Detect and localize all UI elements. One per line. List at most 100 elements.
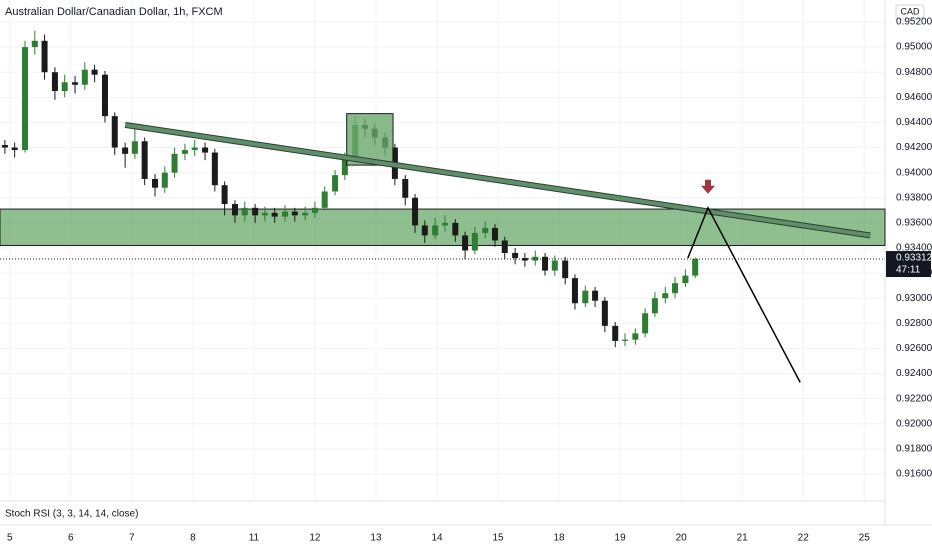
candle-body (91, 69, 98, 75)
candle-body (672, 283, 679, 294)
candle-body (211, 152, 218, 186)
y-tick-label: 0.92600 (896, 343, 932, 354)
candle-body (31, 40, 38, 48)
candle-body (261, 212, 268, 216)
y-tick-label: 0.93000 (896, 293, 932, 304)
candle-body (692, 259, 699, 276)
currency-box (895, 4, 925, 20)
candle-body (221, 185, 228, 205)
candle-body (682, 275, 689, 284)
candle-body (662, 293, 669, 299)
candle-body (101, 74, 108, 117)
candle-body (311, 207, 318, 213)
trendline (124, 122, 871, 238)
x-tick-label: 5 (7, 533, 13, 544)
plot (0, 0, 886, 500)
projection (687, 206, 801, 383)
y-tick-label: 0.94800 (896, 67, 932, 78)
candle-body (1, 145, 8, 148)
x-tick-label: 22 (798, 533, 810, 544)
zone (0, 208, 886, 246)
x-tick-label: 19 (615, 533, 627, 544)
candle-body (271, 212, 278, 217)
candle-body (341, 157, 348, 176)
y-tick-label: 0.91800 (896, 444, 932, 455)
x-tick-label: 13 (370, 533, 382, 544)
candle-body (241, 207, 248, 216)
chart-title: Australian Dollar/Canadian Dollar, 1h, F… (5, 6, 223, 18)
candle-body (252, 207, 259, 216)
x-tick-label: 6 (68, 533, 74, 544)
candle-body (72, 82, 79, 85)
x-tick-label: 11 (249, 533, 260, 544)
candle-body (491, 227, 498, 241)
x-tick-label: 20 (676, 533, 688, 544)
y-tick-label: 0.92400 (896, 368, 932, 379)
candle-body (111, 116, 118, 148)
candle-body (291, 211, 298, 216)
candle-body (191, 147, 198, 151)
candle-body (81, 69, 88, 85)
candle-body (642, 313, 649, 334)
candle-body (22, 47, 29, 151)
candle-body (412, 197, 419, 226)
x-tick-label: 21 (737, 533, 749, 544)
candle-body (161, 172, 168, 188)
x-tick-label: 18 (554, 533, 566, 544)
candle-body (282, 211, 289, 217)
x-tick-label: 7 (129, 533, 135, 544)
candle-body (202, 147, 209, 153)
candle-body (592, 290, 599, 301)
last-price-box (886, 251, 931, 278)
candle-body (482, 227, 489, 233)
y-tick-label: 0.94000 (896, 167, 932, 178)
candle-body (532, 256, 539, 261)
candle-body (332, 175, 339, 192)
candle-body (51, 72, 58, 92)
candle-body (551, 260, 558, 271)
candle-body (432, 225, 439, 236)
candle-body (302, 212, 309, 216)
box (346, 113, 394, 166)
y-tick-label: 0.93400 (896, 243, 932, 254)
candle-body (521, 258, 528, 261)
candle-body (452, 222, 459, 236)
candle-body (612, 325, 619, 341)
candle-body (582, 290, 589, 304)
x-tick-label: 8 (190, 533, 196, 544)
indicator-label: Stoch RSI (3, 3, 14, 14, close) (5, 509, 138, 520)
candle-body (462, 235, 469, 251)
last-price-label: 0.93312 (896, 253, 932, 264)
candle-body (131, 141, 138, 154)
x-tick-label: 15 (492, 533, 504, 544)
y-tick-label: 0.92200 (896, 393, 932, 404)
candle-body (321, 191, 328, 208)
candle-body (501, 240, 508, 254)
x-tick-label: 14 (431, 533, 443, 544)
candle-body (61, 82, 68, 92)
candle-body (542, 256, 549, 271)
y-tick-label: 0.95000 (896, 42, 932, 53)
y-tick-label: 0.92000 (896, 418, 932, 429)
candle-body (11, 147, 18, 151)
candle-body (122, 147, 129, 154)
candle-body (231, 204, 238, 216)
candle-body (601, 300, 608, 326)
x-tick-label: 12 (309, 533, 321, 544)
y-tick-label: 0.94400 (896, 117, 932, 128)
candle-body (621, 339, 628, 341)
countdown: 47:11 (896, 265, 921, 276)
y-tick-label: 0.92800 (896, 318, 932, 329)
y-tick-label: 0.93800 (896, 192, 932, 203)
candle-body (441, 222, 448, 226)
candle-body (402, 178, 409, 198)
y-tick-label: 0.95200 (896, 17, 932, 28)
y-tick-label: 0.93600 (896, 218, 932, 229)
candle-body (651, 298, 658, 314)
candle-body (171, 153, 178, 173)
candle-body (421, 225, 428, 236)
arrow-marker (701, 179, 715, 194)
currency-label: CAD (900, 6, 920, 16)
